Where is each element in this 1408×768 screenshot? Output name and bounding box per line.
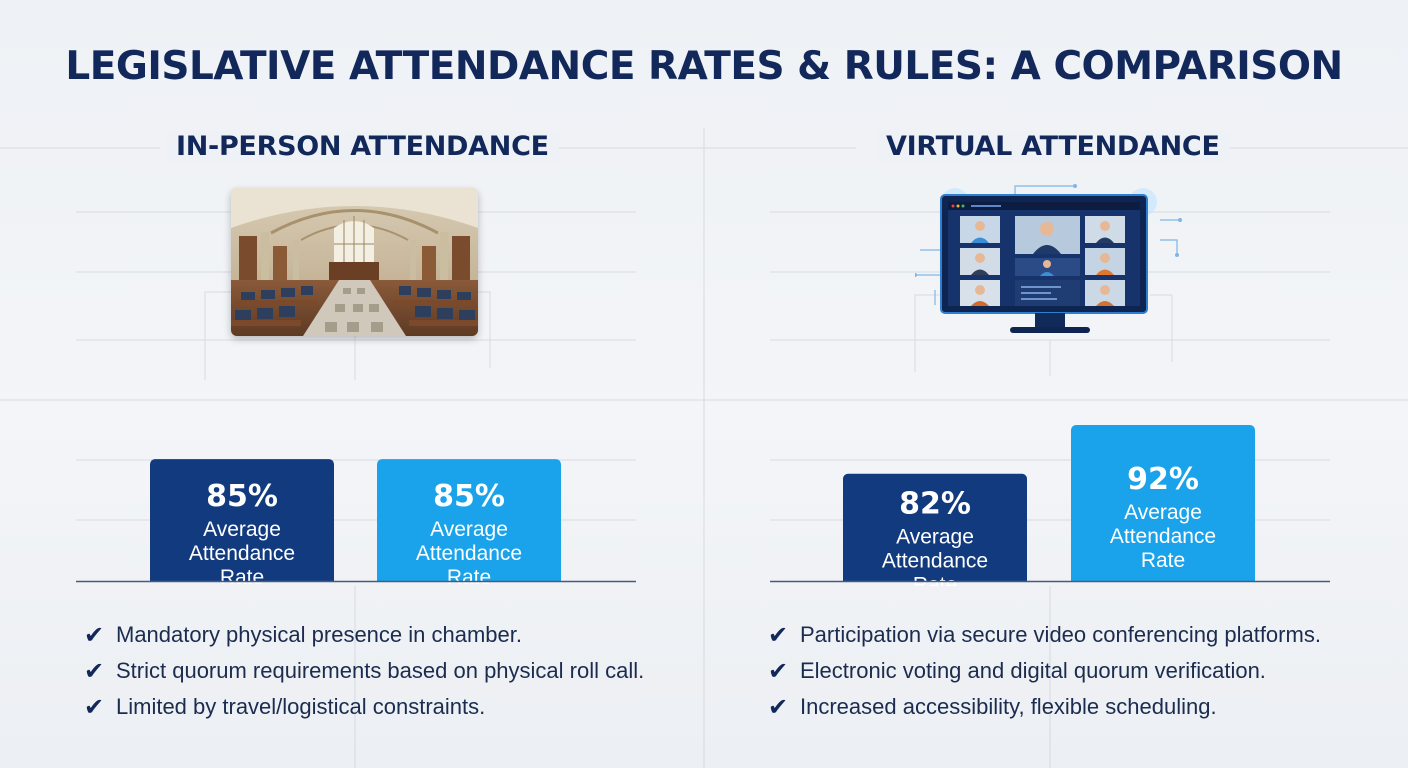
checkmark-icon: ✔ xyxy=(84,693,105,721)
bar-value-label: 82% xyxy=(899,486,971,521)
virtual-bar-chart: 82% Average Attendance Rate 92% Average Attend… xyxy=(770,424,1330,586)
bar-value-label: 85% xyxy=(206,479,278,514)
rule-text: Electronic voting and digital quorum ver… xyxy=(800,658,1266,683)
checkmark-icon: ✔ xyxy=(768,657,789,685)
video-conference-monitor-icon xyxy=(913,180,1185,350)
list-item: ✔ Limited by travel/logistical constraint… xyxy=(84,689,644,725)
bar-0 xyxy=(150,459,334,581)
bar-base-0 xyxy=(150,575,334,581)
bar-base-1 xyxy=(1071,575,1255,581)
list-item: ✔ Strict quorum requirements based on phy… xyxy=(84,653,644,689)
rule-text: Participation via secure video conferenc… xyxy=(800,622,1321,647)
bar-value-label: 92% xyxy=(1127,462,1199,497)
bar-caption: Average Attendance Rate xyxy=(882,525,988,586)
bar-value-label: 85% xyxy=(433,479,505,514)
page-title: LEGISLATIVE ATTENDANCE RATES & RULES: A … xyxy=(65,44,1343,89)
checkmark-icon: ✔ xyxy=(768,693,789,721)
checkmark-icon: ✔ xyxy=(84,657,105,685)
legislative-chamber-icon xyxy=(231,188,478,336)
checkmark-icon: ✔ xyxy=(768,621,789,649)
list-item: ✔ Increased accessibility, flexible sched… xyxy=(768,689,1321,725)
bar-0 xyxy=(843,473,1027,581)
list-item: ✔ Participation via secure video conferen… xyxy=(768,617,1321,653)
bar-base-1 xyxy=(377,575,561,581)
rule-text: Limited by travel/logistical constraints… xyxy=(116,694,486,719)
bar-caption: Average Attendance Rate xyxy=(1110,501,1216,572)
bar-base-0 xyxy=(843,575,1027,581)
bar-1 xyxy=(377,459,561,581)
rule-text: Increased accessibility, flexible schedu… xyxy=(800,694,1217,719)
virtual-heading: VIRTUAL ATTENDANCE xyxy=(876,131,1230,162)
list-item: ✔ Electronic voting and digital quorum ve… xyxy=(768,653,1321,689)
checkmark-icon: ✔ xyxy=(84,621,105,649)
rule-text: Strict quorum requirements based on phys… xyxy=(116,658,645,683)
rule-text: Mandatory physical presence in chamber. xyxy=(116,622,522,647)
in-person-heading: IN-PERSON ATTENDANCE xyxy=(166,131,559,162)
bar-1 xyxy=(1071,424,1255,581)
in-person-rules-list: ✔ Mandatory physical presence in chamber.… xyxy=(84,617,644,725)
list-item: ✔ Mandatory physical presence in chamber. xyxy=(84,617,644,653)
virtual-rules-list: ✔ Participation via secure video conferen… xyxy=(768,617,1321,725)
